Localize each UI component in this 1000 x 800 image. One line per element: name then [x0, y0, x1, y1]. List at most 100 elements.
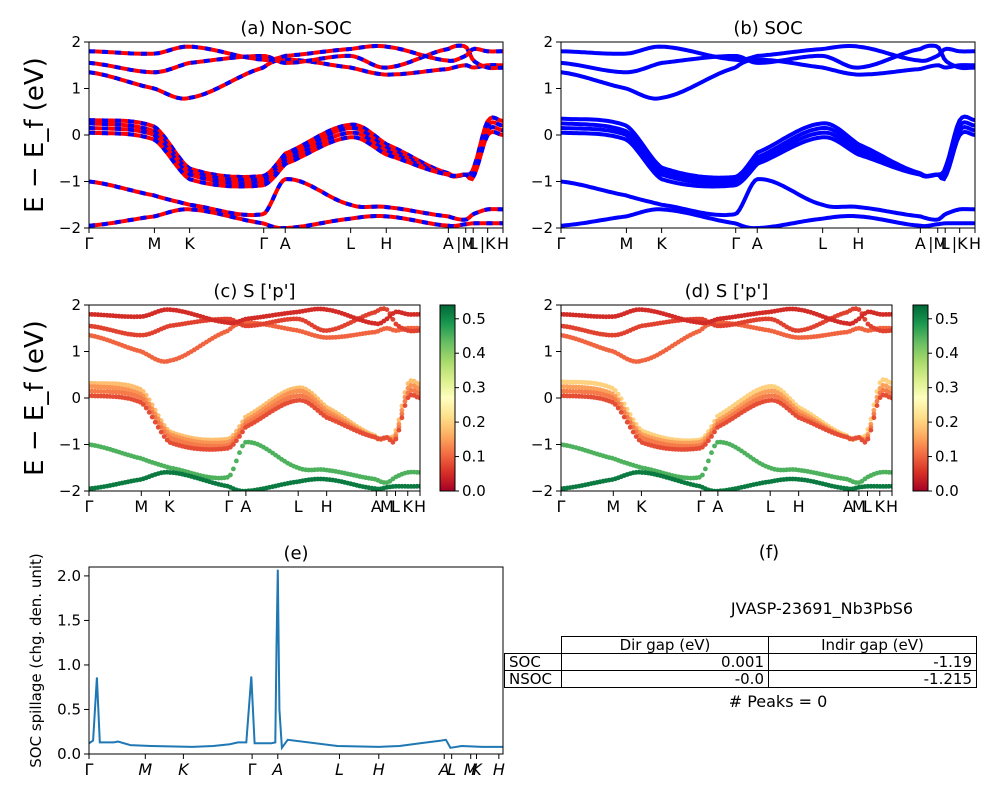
x-tick-label: K [471, 760, 483, 779]
x-tick-label: L [294, 497, 303, 516]
x-tick-label: L [863, 497, 872, 516]
y-tick-label: 2 [543, 33, 553, 51]
band-point [624, 419, 630, 425]
x-tick-label: Γ [85, 497, 94, 516]
y-tick-label: −2 [59, 219, 81, 237]
x-tick-label: H [414, 497, 426, 516]
gap-table-cell-indir: -1.19 [768, 653, 977, 671]
band-point [889, 386, 892, 392]
band-point [237, 434, 242, 439]
y-tick-label: −1 [59, 173, 81, 191]
gap-table-header-indir: Indir gap (eV) [768, 636, 977, 654]
plot-area-b [561, 43, 975, 228]
x-tick-label: A [371, 497, 382, 516]
band-point [703, 466, 708, 472]
band-point [158, 429, 164, 435]
panel-title: (f) [759, 542, 779, 563]
x-tick-label: M [852, 497, 866, 516]
band-point [417, 328, 420, 333]
colorbar-tick-label: 0.2 [935, 413, 959, 431]
axes-frame [88, 41, 504, 229]
x-tick-label: L [346, 234, 355, 253]
band-point [889, 380, 892, 386]
band-point [387, 313, 393, 319]
band-point [237, 450, 242, 456]
band-point [390, 317, 396, 322]
band-point [627, 424, 633, 430]
band-point [630, 429, 636, 435]
x-tick-label: L [447, 760, 456, 779]
x-tick-label: A [915, 234, 926, 253]
y-tick-label: −2 [59, 482, 81, 500]
x-tick-label: Γ [259, 234, 268, 253]
x-tick-label: |M [928, 234, 947, 253]
band-point [706, 458, 711, 464]
band-point [417, 483, 420, 489]
band-point [228, 444, 233, 450]
x-tick-label: M [380, 497, 394, 516]
band-point [240, 443, 245, 449]
x-tick-label: L [391, 497, 400, 516]
band-line-dashed [89, 207, 503, 228]
band-point [889, 470, 892, 475]
band-point [712, 429, 717, 435]
colorbar-tick-label: 0.3 [462, 379, 486, 397]
band-point [393, 436, 399, 442]
x-tick-label: |K [952, 234, 968, 253]
band-point [709, 450, 714, 456]
band-line [561, 207, 975, 228]
band-line [561, 44, 975, 63]
band-point [856, 307, 862, 312]
band-point [417, 311, 420, 317]
x-tick-label: H [321, 497, 333, 516]
x-tick-label: A [752, 234, 763, 253]
x-tick-label: M [620, 234, 634, 253]
x-tick-label: H [852, 234, 864, 253]
band-point [152, 419, 158, 425]
x-tick-label: H [969, 234, 981, 253]
x-tick-label: K [178, 760, 190, 779]
colorbar-tick-label: 0.4 [462, 344, 486, 362]
band-point [712, 443, 717, 449]
x-tick-label: A [271, 760, 283, 779]
gap-table-cell-indir: -1.215 [768, 670, 977, 688]
band-point [862, 317, 868, 322]
y-tick-label: 0 [543, 126, 553, 144]
x-tick-label: M [134, 497, 148, 516]
y-tick-label: 2 [71, 33, 81, 51]
band-point [396, 427, 402, 433]
band-point [399, 415, 405, 421]
band-point [700, 444, 705, 450]
axes-frame [88, 566, 504, 755]
band-line-dashed [89, 129, 503, 189]
x-tick-label: H [886, 497, 898, 516]
band-point [402, 398, 408, 404]
y-tick-label: 1.5 [57, 611, 81, 629]
band-point [228, 472, 233, 478]
axes-frame [560, 41, 976, 229]
colorbar-tick-label: 0.2 [462, 413, 486, 431]
band-point [865, 436, 871, 442]
band-point [417, 395, 420, 401]
band-point [231, 442, 236, 447]
band-point [231, 466, 236, 472]
band-point [149, 414, 155, 420]
x-tick-label: Γ [557, 497, 566, 516]
x-tick-label: M [148, 234, 162, 253]
x-tick-label: Γ [248, 760, 257, 779]
colorbar-tick-label: 0.0 [935, 482, 959, 500]
band-point [621, 414, 627, 420]
gap-table-row-label: NSOC [504, 670, 562, 688]
x-tick-label: H [497, 234, 509, 253]
x-tick-label: Γ [731, 234, 740, 253]
band-point [417, 391, 420, 396]
gap-table-header-row: Dir gap (eV) Indir gap (eV) [505, 636, 977, 654]
gap-table-cell-dir: -0.0 [561, 670, 769, 688]
band-point [402, 403, 408, 408]
band-point [146, 409, 152, 415]
x-tick-label: M [138, 760, 152, 779]
